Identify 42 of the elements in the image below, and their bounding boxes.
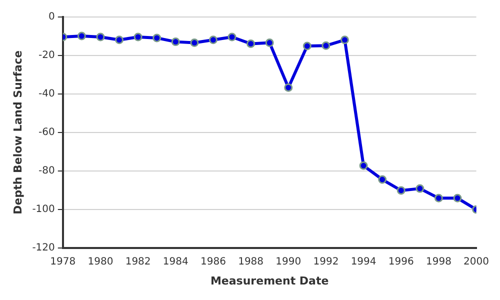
point xyxy=(190,38,199,48)
point xyxy=(416,184,424,193)
point xyxy=(96,32,105,42)
point xyxy=(115,36,124,44)
x-tick-label: 1988 xyxy=(238,256,264,268)
x-tick-label: 1994 xyxy=(350,256,376,268)
x-tick-label: 1980 xyxy=(88,256,114,268)
point xyxy=(453,194,462,202)
point xyxy=(396,186,406,195)
point xyxy=(171,38,180,46)
point xyxy=(134,32,142,42)
point xyxy=(77,32,86,40)
x-tick-label: 1984 xyxy=(162,256,188,268)
point xyxy=(228,32,236,42)
y-tick-label: -80 xyxy=(38,165,55,176)
y-tick-label: 0 xyxy=(48,12,55,23)
point xyxy=(378,175,387,184)
y-tick-label: -20 xyxy=(38,50,55,62)
y-axis-title: Depth Below Land Surface xyxy=(11,50,24,214)
x-axis-title: Measurement Date xyxy=(210,274,329,288)
y-tick-label: -60 xyxy=(38,126,55,138)
y-tick-label: -40 xyxy=(38,88,55,100)
point xyxy=(152,34,162,42)
x-tick-label: 1982 xyxy=(125,256,151,268)
point xyxy=(322,41,330,50)
x-tick-label: 1996 xyxy=(388,256,414,268)
point xyxy=(246,39,256,48)
point xyxy=(359,161,368,170)
point xyxy=(265,38,274,48)
x-tick-label: 1990 xyxy=(276,256,302,268)
x-tick-label: 1978 xyxy=(50,256,76,268)
x-tick-label: 1986 xyxy=(200,256,226,268)
point xyxy=(208,36,218,44)
x-tick-label: 1992 xyxy=(313,256,339,268)
point xyxy=(302,42,312,50)
x-tick-label: 2000 xyxy=(464,256,489,268)
point xyxy=(340,36,349,44)
y-tick-label: -100 xyxy=(32,204,55,215)
point xyxy=(434,194,443,202)
x-tick-label: 1998 xyxy=(426,256,452,268)
point xyxy=(284,83,293,92)
y-tick-label: -120 xyxy=(32,242,55,254)
